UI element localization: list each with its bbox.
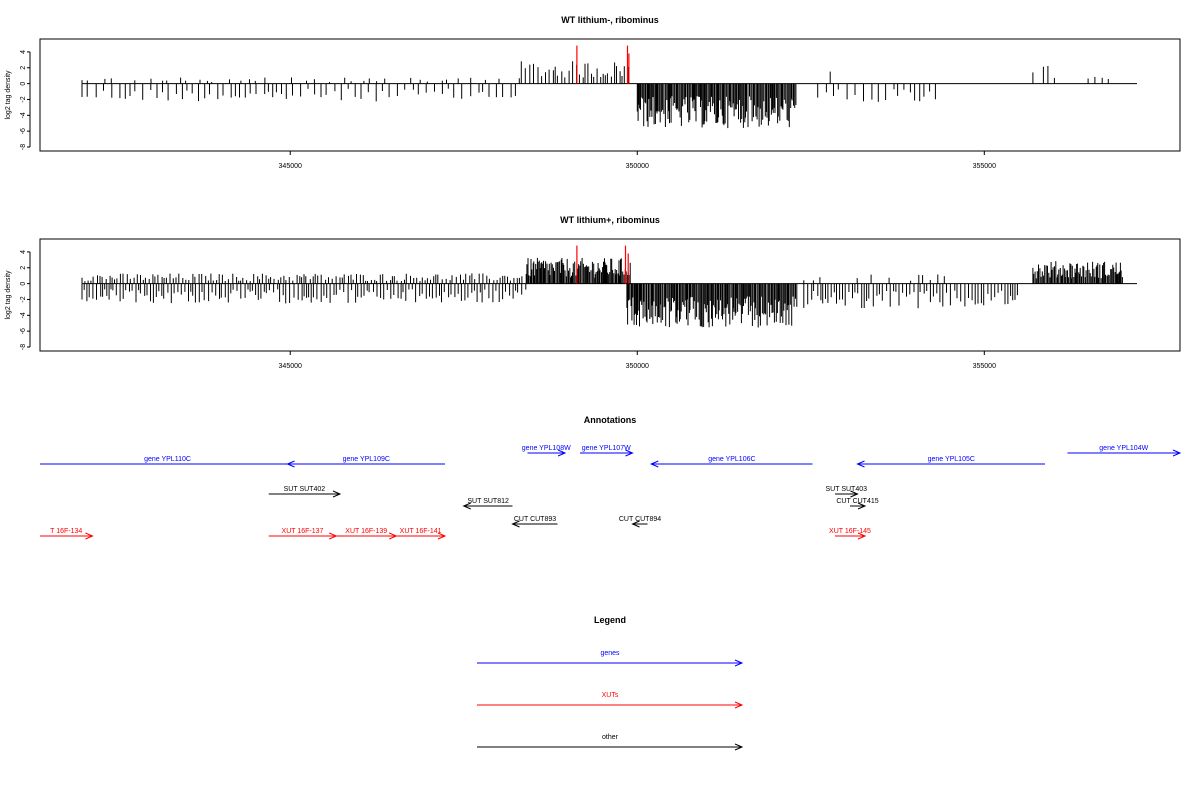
- feature-label: SUT SUT812: [467, 498, 509, 505]
- legend-entry-xuts: XUTs: [477, 692, 744, 709]
- y-tick-label: -2: [20, 96, 27, 102]
- plot-frame: [39, 38, 1181, 152]
- feature-label: gene YPL105C: [928, 456, 975, 463]
- legend-label: XUTs: [602, 692, 619, 699]
- x-tick-label: 350000: [626, 363, 649, 370]
- feature-label: gene YPL107W: [582, 445, 631, 452]
- x-tick-label: 350000: [626, 163, 649, 170]
- feature-arrowhead: [649, 460, 659, 468]
- y-tick-label: -8: [20, 144, 27, 150]
- legend-label: genes: [600, 650, 620, 657]
- y-tick-label: 2: [20, 266, 27, 270]
- y-tick-label: -6: [20, 128, 27, 134]
- feature-gene-ypl110c: gene YPL110C: [40, 456, 295, 465]
- feature-label: XUT 16F-141: [400, 528, 442, 535]
- legend-entries: genes XUTs other: [477, 650, 744, 751]
- feature-gene-ypl106c: gene YPL106C: [649, 456, 813, 468]
- feature-arrowhead: [437, 532, 447, 540]
- feature-arrowhead: [462, 502, 471, 510]
- y-tick-label: 0: [20, 82, 27, 86]
- feature-arrowhead: [332, 490, 342, 498]
- feature-sut-sut812: SUT SUT812: [462, 498, 513, 510]
- y-tick-label: -6: [20, 328, 27, 334]
- legend-entry-genes: genes: [477, 650, 744, 667]
- feature-label: gene YPL108W: [522, 445, 571, 452]
- legend-arrowhead: [734, 701, 744, 709]
- y-tick-label: 4: [20, 250, 27, 254]
- y-axis-label: log2 tag density: [5, 70, 12, 120]
- annotations-title: Annotations: [584, 415, 637, 425]
- legend-entry-other: other: [477, 734, 744, 751]
- y-tick-label: -8: [20, 344, 27, 350]
- feature-label: T 16F-134: [50, 528, 82, 535]
- feature-label: gene YPL109C: [343, 456, 390, 463]
- feature-label: SUT SUT402: [284, 486, 326, 493]
- feature-xut-16f-141: XUT 16F-141: [396, 528, 447, 540]
- feature-label: CUT CUT893: [514, 516, 556, 523]
- y-axis-label: log2 tag density: [5, 270, 12, 320]
- feature-label: gene YPL106C: [708, 456, 755, 463]
- bar-series: [81, 245, 1137, 328]
- x-tick-label: 345000: [279, 363, 302, 370]
- feature-arrowhead: [85, 532, 94, 540]
- feature-label: gene YPL104W: [1099, 445, 1148, 452]
- legend-panel: Legend genes XUTs other: [477, 615, 744, 751]
- feature-xut-16f-137: XUT 16F-137: [268, 528, 338, 540]
- feature-label: XUT 16F-139: [345, 528, 387, 535]
- feature-label: SUT SUT403: [826, 486, 868, 493]
- bar-series: [81, 45, 1137, 129]
- feature-arrowhead: [557, 449, 567, 457]
- feature-gene-ypl105c: gene YPL105C: [856, 456, 1045, 468]
- feature-label: gene YPL110C: [144, 456, 191, 463]
- track-panel-lithium-plus: WT lithium+, ribominus log2 tag density …: [5, 215, 1181, 370]
- feature-gene-ypl108w: gene YPL108W: [522, 445, 571, 457]
- legend-arrowhead: [734, 659, 744, 667]
- annotations-panel: Annotations gene YPL110C gene YPL109Cgene…: [40, 415, 1182, 540]
- feature-label: CUT CUT415: [836, 498, 878, 505]
- x-tick-label: 355000: [973, 363, 996, 370]
- y-tick-label: 4: [20, 50, 27, 54]
- feature-gene-ypl107w: gene YPL107W: [580, 445, 634, 457]
- legend-label: other: [602, 734, 619, 741]
- feature-arrowhead: [857, 502, 867, 510]
- feature-arrowhead: [286, 460, 295, 468]
- feature-label: XUT 16F-145: [829, 528, 871, 535]
- feature-sut-sut402: SUT SUT402: [268, 486, 342, 498]
- feature-arrowhead: [856, 460, 865, 468]
- feature-label: XUT 16F-137: [282, 528, 324, 535]
- feature-gene-ypl104w: gene YPL104W: [1067, 445, 1182, 457]
- track-title: WT lithium+, ribominus: [560, 215, 660, 225]
- y-tick-label: -4: [20, 312, 27, 318]
- feature-tracks: gene YPL110C gene YPL109C gene YPL108W gene…: [40, 445, 1182, 540]
- legend-arrowhead: [734, 743, 744, 751]
- x-tick-label: 355000: [973, 163, 996, 170]
- feature-t-16f-134: T 16F-134: [40, 528, 94, 540]
- feature-label: CUT CUT894: [619, 516, 661, 523]
- y-tick-label: 0: [20, 282, 27, 286]
- y-tick-label: -4: [20, 112, 27, 118]
- axes: 4 2 0 -2 -4 -6 -8 345000 350000 355000: [20, 50, 996, 170]
- feature-sut-sut403: SUT SUT403: [826, 486, 868, 498]
- feature-arrowhead: [850, 490, 859, 498]
- plot-frame: [39, 238, 1181, 352]
- feature-arrowhead: [631, 520, 640, 528]
- y-tick-label: 2: [20, 66, 27, 70]
- x-tick-label: 345000: [279, 163, 302, 170]
- feature-cut-cut415: CUT CUT415: [836, 498, 879, 510]
- track-title: WT lithium-, ribominus: [561, 15, 659, 25]
- feature-gene-ypl109c: gene YPL109C: [286, 456, 445, 468]
- feature-xut-16f-139: XUT 16F-139: [336, 528, 398, 540]
- feature-cut-cut893: CUT CUT893: [511, 516, 558, 528]
- feature-arrowhead: [857, 532, 867, 540]
- feature-arrowhead: [1172, 449, 1182, 457]
- feature-arrowhead: [625, 449, 634, 457]
- feature-xut-16f-145: XUT 16F-145: [829, 528, 871, 540]
- y-tick-label: -2: [20, 296, 27, 302]
- track-panel-lithium-minus: WT lithium-, ribominus log2 tag density …: [5, 15, 1181, 170]
- feature-arrowhead: [511, 520, 520, 528]
- axes: 4 2 0 -2 -4 -6 -8 345000 350000 355000: [20, 250, 996, 370]
- feature-cut-cut894: CUT CUT894: [619, 516, 661, 528]
- legend-title: Legend: [594, 615, 626, 625]
